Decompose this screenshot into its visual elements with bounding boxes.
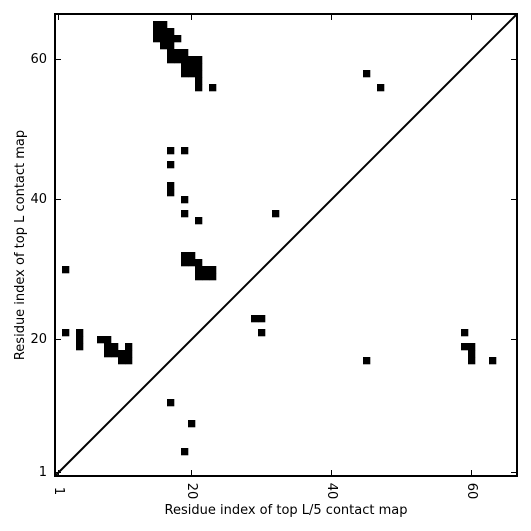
contact-cell [153, 21, 161, 29]
contact-cell [209, 84, 217, 92]
contact-cell [363, 70, 371, 78]
contact-cell [153, 35, 161, 43]
contact-cell [160, 35, 168, 43]
contact-cell [272, 210, 280, 218]
contact-cell [174, 35, 182, 43]
contact-cell [181, 196, 189, 204]
contact-cell [181, 210, 189, 218]
contact-cell [468, 350, 476, 358]
contact-cell [62, 329, 70, 337]
contact-cell [195, 70, 203, 78]
contact-cell [181, 252, 189, 260]
contact-cell [125, 350, 133, 358]
contact-cell [97, 336, 105, 344]
contact-cell [167, 56, 175, 64]
y-tick-label: 60 [30, 52, 47, 67]
contact-cell [188, 70, 196, 78]
contact-cell [377, 84, 385, 92]
contact-cell [195, 217, 203, 225]
contact-cell [118, 350, 126, 358]
contact-cell [167, 28, 175, 36]
x-tick-label: 20 [184, 483, 199, 500]
contact-cell [167, 35, 175, 43]
contact-cell [468, 357, 476, 365]
contact-cell [153, 28, 161, 36]
contact-cell [125, 357, 133, 365]
contact-cell [188, 420, 196, 428]
contact-cell [160, 42, 168, 50]
contact-cell [125, 343, 133, 351]
y-axis-label: Residue index of top L contact map [13, 130, 28, 360]
contact-cell [181, 63, 189, 71]
contact-cell [251, 315, 259, 323]
contact-cells [62, 21, 497, 456]
contact-cell [489, 357, 497, 365]
contact-cell [195, 266, 203, 274]
contact-cell [468, 343, 476, 351]
contact-cell [181, 56, 189, 64]
contact-cell [111, 343, 119, 351]
x-axis-label: Residue index of top L/5 contact map [165, 503, 408, 518]
contact-cell [160, 21, 168, 29]
contact-cell [202, 273, 210, 281]
contact-cell [461, 329, 469, 337]
contact-cell [209, 266, 217, 274]
contact-cell [195, 84, 203, 92]
contact-cell [181, 49, 189, 57]
contact-cell [167, 147, 175, 155]
contact-cell [167, 161, 175, 169]
contact-cell [167, 189, 175, 197]
contact-cell [181, 448, 189, 456]
contact-cell [188, 259, 196, 267]
contact-cell [181, 70, 189, 78]
x-tick-label: 40 [324, 483, 339, 500]
contact-cell [167, 399, 175, 407]
contact-cell [111, 350, 119, 358]
contact-cell [363, 357, 371, 365]
contact-cell [258, 329, 266, 337]
axis-ticks: 1 20 40 60 1 20 40 60 [30, 14, 517, 499]
contact-cell [76, 336, 84, 344]
contact-cell [62, 266, 70, 274]
contact-cell [76, 329, 84, 337]
contact-cell [202, 266, 210, 274]
x-tick-label: 60 [464, 483, 479, 500]
x-tick-label: 1 [51, 487, 66, 495]
plot-frame [54, 13, 518, 477]
contact-cell [118, 357, 126, 365]
contact-cell [181, 147, 189, 155]
contact-cell [167, 42, 175, 50]
contact-cell [167, 182, 175, 190]
contact-cell [461, 343, 469, 351]
contact-cell [104, 350, 112, 358]
y-tick-label: 1 [39, 465, 47, 480]
contact-cell [174, 56, 182, 64]
contact-cell [195, 56, 203, 64]
contact-cell [195, 273, 203, 281]
contact-cell [188, 56, 196, 64]
contact-cell [188, 63, 196, 71]
contact-cell [174, 49, 182, 57]
contact-cell [104, 336, 112, 344]
contact-cell [188, 252, 196, 260]
contact-cell [209, 273, 217, 281]
contact-cell [195, 63, 203, 71]
contact-cell [195, 259, 203, 267]
y-tick-label: 20 [30, 332, 47, 347]
contact-cell [104, 343, 112, 351]
contact-cell [195, 77, 203, 85]
y-tick-label: 40 [30, 192, 47, 207]
contact-cell [167, 49, 175, 57]
contact-cell [76, 343, 84, 351]
diagonal-line [54, 13, 518, 477]
contact-cell [258, 315, 266, 323]
contact-cell [160, 28, 168, 36]
contact-cell [181, 259, 189, 267]
